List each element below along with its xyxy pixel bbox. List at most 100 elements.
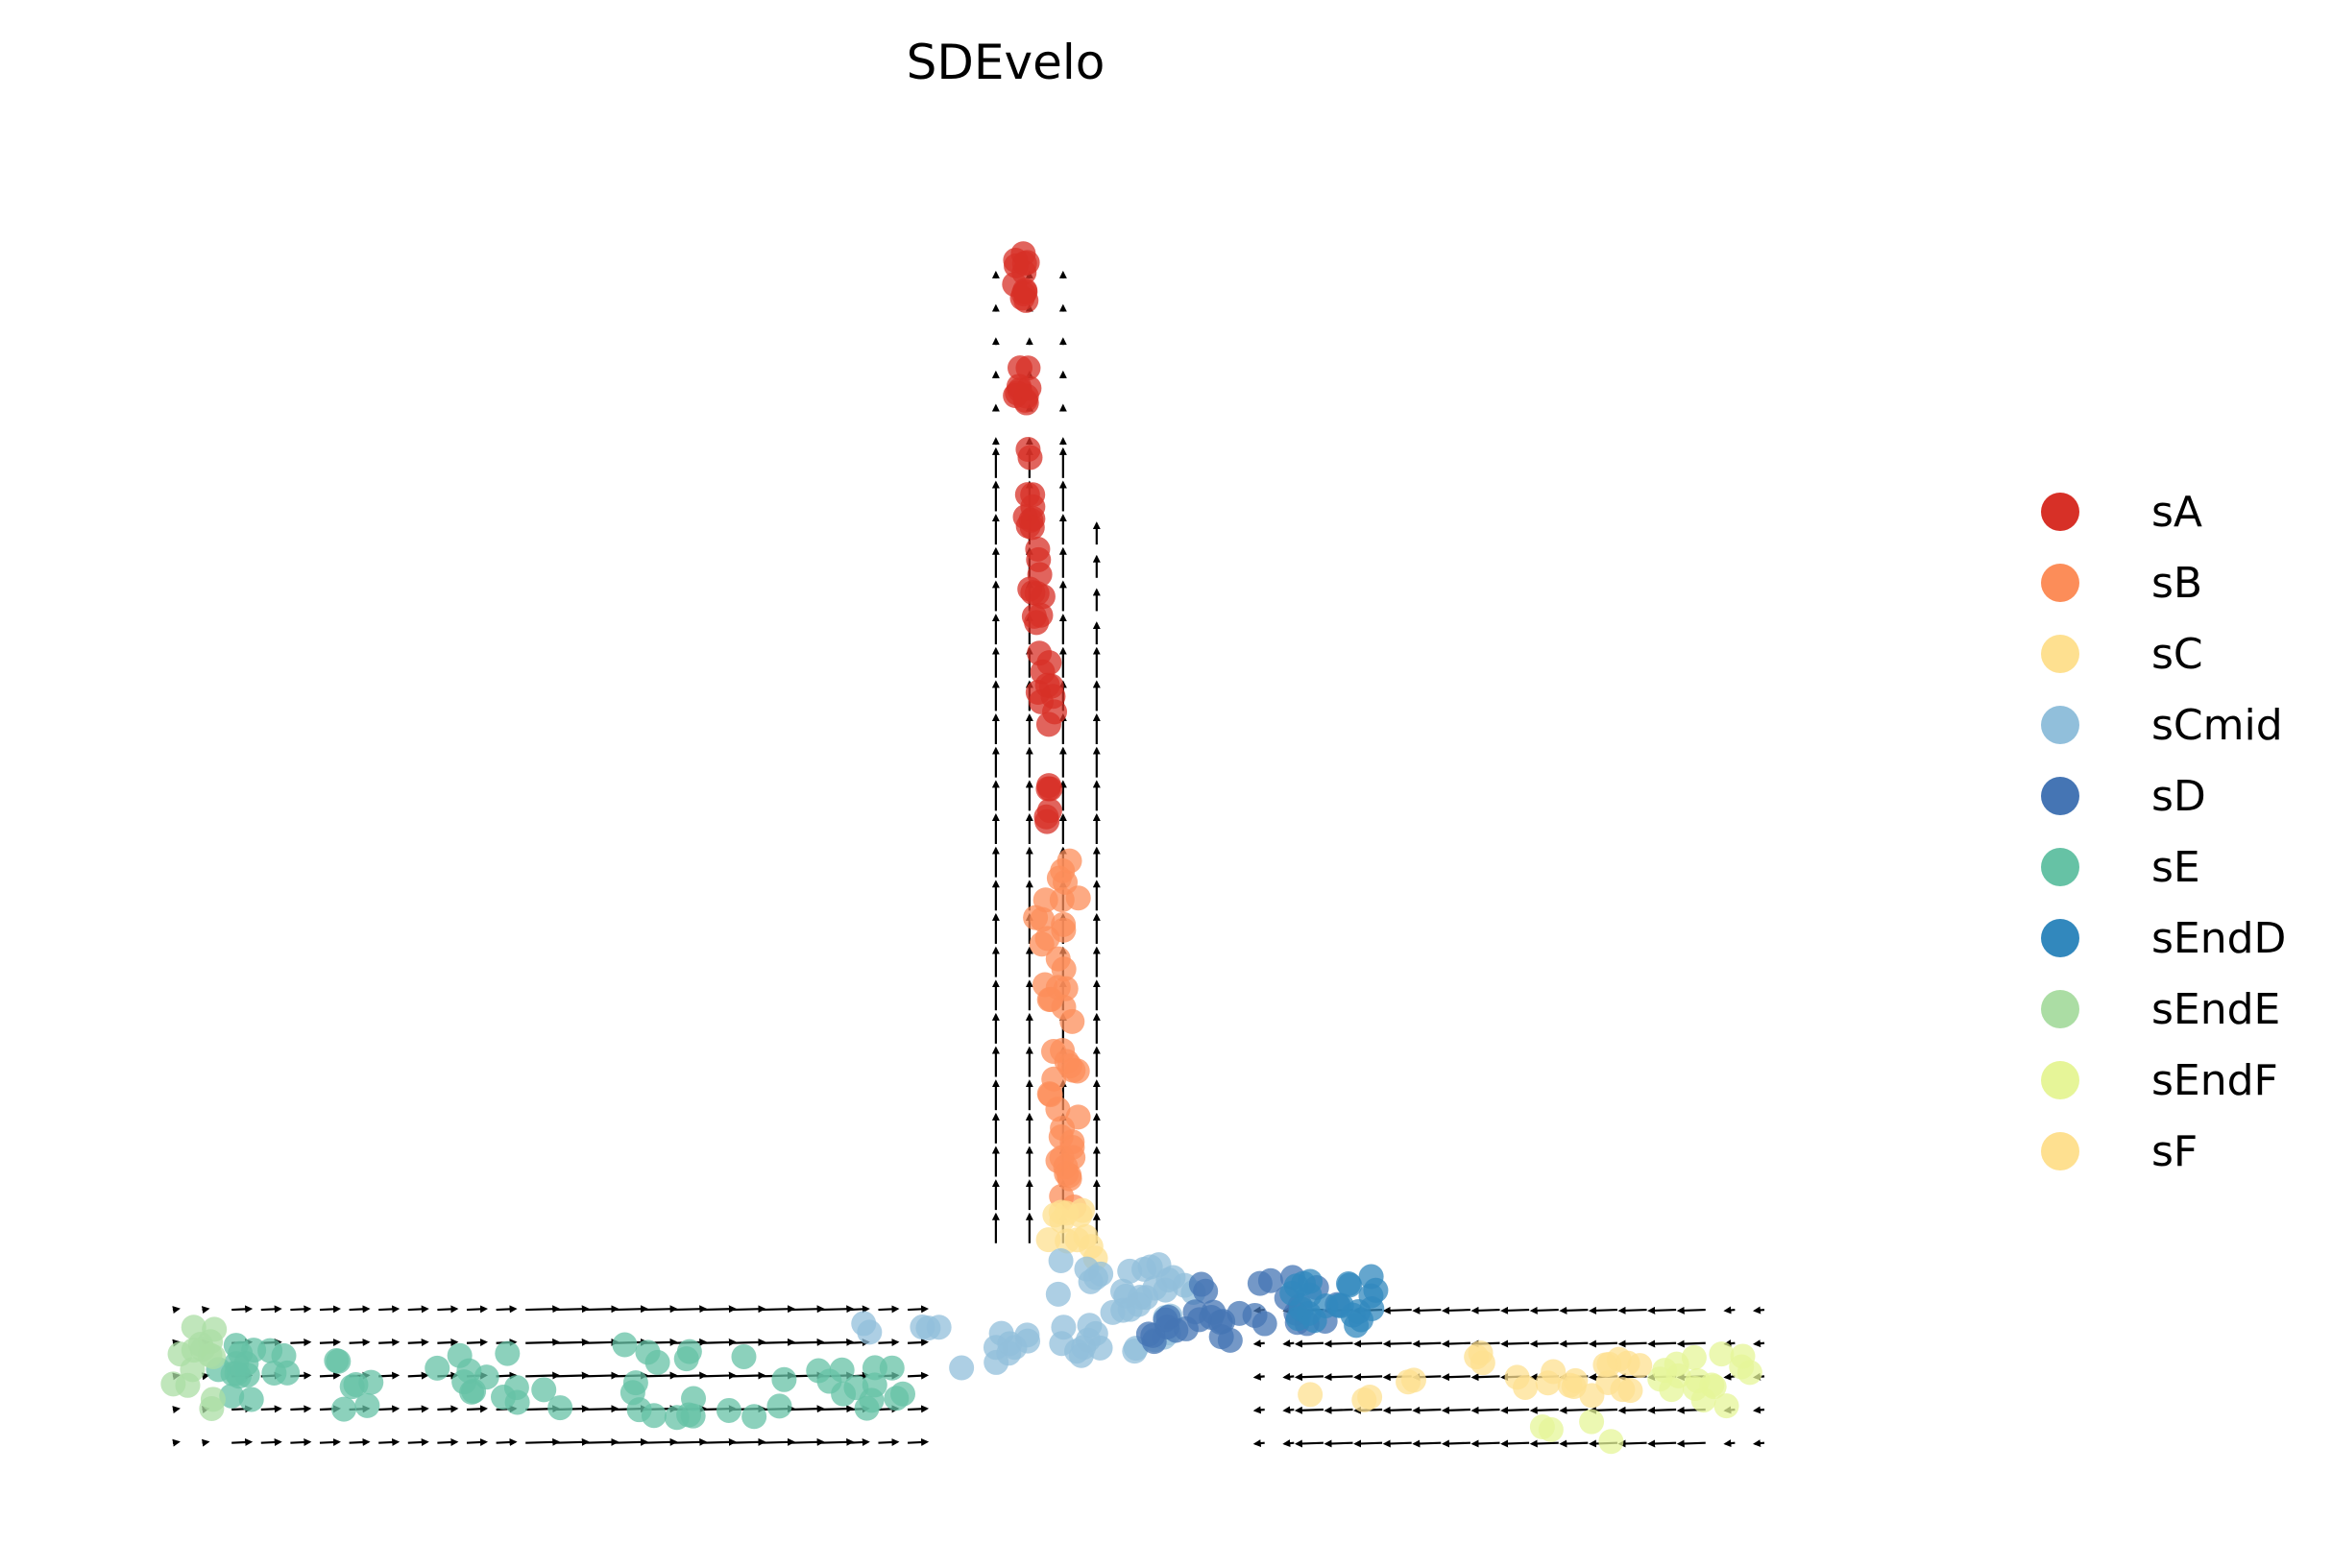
point-sCmid <box>1048 1248 1074 1274</box>
velocity-arrow <box>672 1305 708 1314</box>
point-sE <box>228 1340 254 1366</box>
velocity-arrow <box>731 1338 766 1346</box>
legend-label-sC: sC <box>2151 630 2203 679</box>
point-sEndF <box>1579 1409 1605 1435</box>
point-sE <box>862 1355 887 1381</box>
velocity-arrow <box>1470 1439 1500 1448</box>
point-sE <box>425 1355 450 1381</box>
velocity-arrow <box>1500 1306 1530 1315</box>
point-sCmid <box>1045 1281 1071 1307</box>
point-sA <box>1027 640 1053 666</box>
point-sEndF <box>1647 1366 1673 1392</box>
velocity-arrow <box>1353 1439 1383 1448</box>
point-sE <box>447 1342 473 1368</box>
velocity-arrow <box>1559 1306 1589 1315</box>
point-sE <box>884 1386 910 1411</box>
point-sE <box>354 1392 380 1418</box>
velocity-arrow <box>1441 1339 1470 1348</box>
legend-marker-sA <box>2041 493 2079 531</box>
point-sB <box>1057 1166 1082 1192</box>
velocity-arrow <box>701 1371 737 1380</box>
legend-marker-sEndE <box>2041 990 2079 1028</box>
velocity-arrow <box>1723 1306 1736 1315</box>
velocity-arrow <box>819 1338 855 1346</box>
velocity-arrow <box>643 1371 678 1380</box>
velocity-arrow <box>1412 1406 1442 1414</box>
point-sCmid <box>1137 1254 1163 1280</box>
velocity-arrow <box>290 1437 312 1446</box>
point-sE <box>635 1339 661 1365</box>
velocity-arrow <box>1752 1439 1765 1448</box>
velocity-arrow <box>908 1405 930 1413</box>
velocity-arrow <box>613 1305 649 1314</box>
velocity-arrow <box>1617 1306 1647 1315</box>
point-sB <box>1040 1038 1066 1064</box>
legend: sA sB sC sCmid sD sE sEndD sEndE <box>2041 488 2286 1176</box>
point-sB <box>1029 931 1055 957</box>
point-sEndD <box>1363 1277 1389 1303</box>
point-sE <box>771 1366 797 1392</box>
velocity-arrow <box>437 1405 459 1413</box>
velocity-arrow <box>1723 1439 1736 1448</box>
velocity-arrow <box>848 1305 870 1314</box>
velocity-arrow <box>1647 1306 1677 1315</box>
point-sE <box>862 1372 887 1398</box>
velocity-arrow <box>1282 1372 1295 1381</box>
velocity-arrow <box>878 1437 900 1446</box>
velocity-arrow <box>1282 1439 1295 1448</box>
point-sE <box>257 1338 283 1363</box>
velocity-arrow <box>496 1305 518 1314</box>
velocity-arrow <box>701 1305 737 1314</box>
velocity-arrow <box>260 1305 282 1314</box>
velocity-arrow <box>1529 1439 1559 1448</box>
point-sA <box>1033 804 1059 830</box>
point-sE <box>547 1395 573 1421</box>
velocity-arrow <box>466 1405 488 1413</box>
velocity-arrow <box>525 1437 561 1446</box>
velocity-arrow <box>554 1437 590 1446</box>
velocity-arrow <box>1676 1439 1706 1448</box>
velocity-arrow <box>1676 1339 1706 1348</box>
point-sCmid <box>915 1315 941 1341</box>
velocity-arrow <box>1324 1439 1353 1448</box>
point-sA <box>1014 482 1040 508</box>
velocity-arrow <box>1559 1406 1589 1414</box>
point-sA <box>1028 602 1054 628</box>
velocity-arrow <box>819 1405 855 1413</box>
velocity-arrow <box>584 1405 619 1413</box>
point-sF <box>1351 1387 1377 1412</box>
point-sE <box>741 1404 767 1430</box>
velocity-arrow <box>1252 1372 1265 1381</box>
velocity-arrow <box>407 1305 429 1314</box>
point-sD <box>1193 1278 1219 1304</box>
velocity-arrow <box>496 1437 518 1446</box>
chart-title: SDEvelo <box>907 35 1105 90</box>
point-sE <box>766 1393 792 1419</box>
velocity-arrow <box>201 1306 210 1315</box>
point-sA <box>1025 536 1051 562</box>
velocity-arrow <box>1441 1373 1470 1382</box>
point-sC <box>1035 1227 1061 1253</box>
velocity-arrow <box>349 1339 371 1347</box>
velocity-arrow <box>407 1405 429 1413</box>
velocity-arrow <box>1752 1339 1765 1348</box>
point-sF <box>1627 1353 1653 1379</box>
point-sE <box>226 1363 252 1389</box>
point-sE <box>275 1360 301 1386</box>
velocity-arrow <box>1412 1439 1442 1448</box>
velocity-arrow <box>290 1405 312 1413</box>
velocity-arrow <box>319 1371 341 1380</box>
velocity-arrow <box>1382 1306 1412 1315</box>
point-sA <box>1035 776 1061 802</box>
point-sE <box>331 1396 357 1422</box>
velocity-arrow <box>407 1437 429 1446</box>
point-sB <box>1053 976 1079 1001</box>
point-sB <box>1045 946 1071 972</box>
point-sE <box>854 1395 880 1421</box>
velocity-arrow <box>231 1305 254 1314</box>
point-sEndF <box>1598 1429 1624 1455</box>
velocity-arrow <box>908 1305 930 1314</box>
velocity-arrow <box>1353 1373 1383 1382</box>
velocity-arrow <box>319 1305 341 1314</box>
